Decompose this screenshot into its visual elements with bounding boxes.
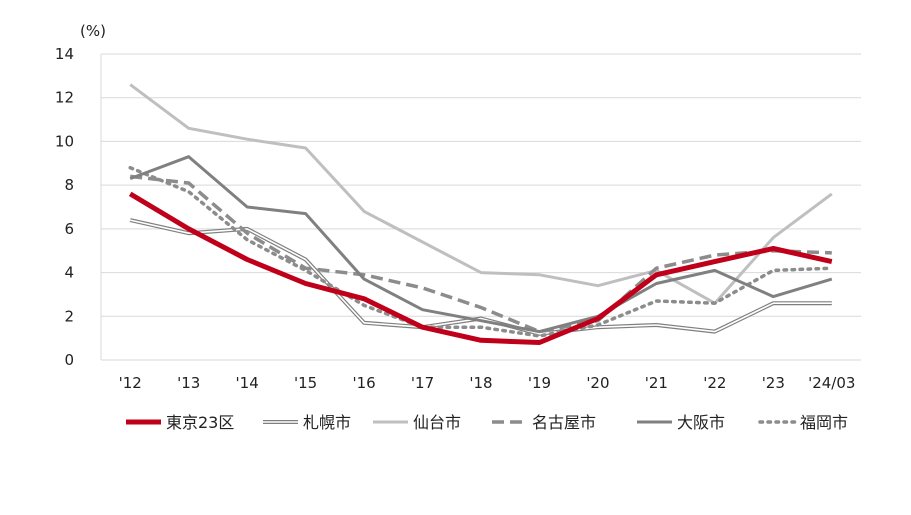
series-line (129, 155, 833, 334)
x-tick-label: '23 (762, 374, 785, 392)
series-lines (128, 83, 834, 345)
x-tick-label: '21 (645, 374, 668, 392)
x-tick-label: '15 (294, 374, 317, 392)
y-tick-label: 4 (64, 264, 74, 282)
legend-item: 札幌市 (263, 413, 351, 432)
series-line (128, 165, 834, 338)
x-tick-label: '24/03 (808, 374, 855, 392)
y-axis-ticks: 0 2 4 6 8 10 12 14 (55, 45, 74, 369)
y-tick-label: 2 (64, 307, 74, 325)
series-path (129, 83, 833, 305)
legend-item: 仙台市 (373, 413, 461, 432)
y-tick-label: 8 (64, 176, 74, 194)
legend-label: 札幌市 (303, 413, 351, 432)
series-path (128, 165, 834, 338)
x-tick-label: '13 (177, 374, 200, 392)
x-tick-label: '20 (586, 374, 609, 392)
series-path (130, 219, 832, 335)
x-tick-label: '19 (528, 374, 551, 392)
x-tick-label: '12 (119, 374, 142, 392)
x-tick-label: '16 (352, 374, 375, 392)
series-line (129, 83, 833, 305)
y-tick-label: 12 (55, 89, 74, 107)
x-axis-ticks: '12 '13 '14 '15 '16 '17 '18 '19 '20 '21 '22 '23 '24/… (119, 374, 856, 392)
x-tick-label: '22 (703, 374, 726, 392)
legend-item: 福岡市 (758, 413, 848, 432)
y-tick-label: 0 (64, 351, 74, 369)
y-tick-label: 6 (64, 220, 74, 238)
x-tick-label: '14 (236, 374, 259, 392)
x-tick-label: '18 (469, 374, 492, 392)
legend: 東京23区 札幌市 仙台市 名古屋市 大阪市 福岡市 (126, 413, 848, 432)
legend-item: 名古屋市 (492, 413, 596, 432)
y-axis-unit-label: (%) (80, 22, 106, 40)
legend-item: 東京23区 (126, 413, 234, 432)
y-tick-label: 14 (55, 45, 74, 63)
series-path (130, 174, 832, 334)
series-path (129, 155, 833, 334)
series-line (128, 191, 833, 345)
legend-label: 大阪市 (677, 413, 725, 432)
legend-label: 名古屋市 (532, 413, 596, 432)
legend-label: 福岡市 (800, 413, 848, 432)
y-tick-label: 10 (55, 132, 74, 150)
series-line (130, 174, 832, 334)
series-line (129, 218, 832, 336)
legend-item: 大阪市 (637, 413, 725, 432)
legend-label: 東京23区 (166, 413, 234, 432)
x-tick-label: '17 (411, 374, 434, 392)
legend-label: 仙台市 (413, 413, 461, 432)
series-path (128, 191, 833, 345)
